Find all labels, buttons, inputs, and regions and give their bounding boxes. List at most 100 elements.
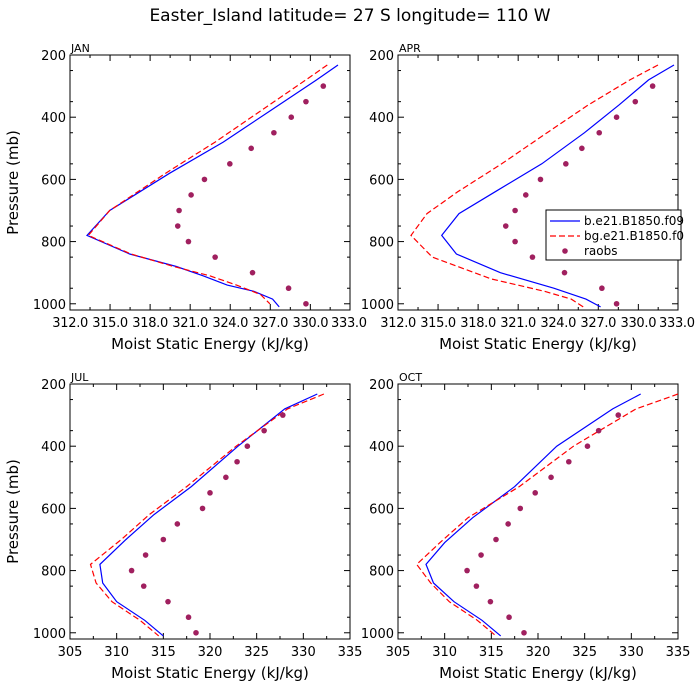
panel-label: JUL: [70, 371, 89, 384]
legend-label: b.e21.B1850.f09: [584, 214, 684, 228]
raobs-point: [223, 474, 229, 481]
raobs-point: [248, 145, 254, 152]
y-tick-label: 600: [369, 173, 394, 188]
x-tick-label: 330.0: [620, 316, 656, 331]
series-layer: [415, 393, 678, 637]
raobs-point: [487, 598, 494, 605]
plot-frame: [69, 54, 351, 311]
x-axis-label: Moist Static Energy (kJ/kg): [111, 335, 309, 353]
chart-panel-oct: OCT 200 400 600 800 1000 305 310 315 320 325 330 335…: [361, 371, 691, 682]
raobs-point: [227, 161, 233, 167]
x-tick-label: 310: [432, 645, 457, 660]
raobs-point: [285, 285, 292, 292]
raobs-point: [613, 114, 620, 120]
x-tick-label: 315: [479, 645, 504, 660]
x-axis-label: Moist Static Energy (kJ/kg): [111, 664, 309, 682]
raobs-point: [595, 427, 602, 434]
y-tick-label: 400: [369, 111, 394, 126]
x-tick-label: 325: [244, 645, 269, 660]
raobs-point: [280, 412, 286, 418]
raobs-point: [548, 474, 554, 481]
y-tick-label: 1000: [361, 627, 394, 642]
x-tick-label: 335: [338, 645, 363, 660]
raobs-point: [579, 145, 585, 152]
raobs-point: [234, 458, 240, 465]
x-tick-label: 333.0: [331, 316, 367, 331]
y-tick-label: 200: [41, 49, 66, 64]
raobs-point: [176, 207, 182, 214]
legend-symbol-raobs: [562, 248, 568, 254]
x-tick-label: 315: [151, 645, 176, 660]
x-tick-label: 330.0: [292, 316, 328, 331]
x-tick-label: 315.0: [420, 316, 456, 331]
raobs-point: [561, 269, 568, 276]
y-tick-label: 600: [369, 502, 394, 517]
raobs-point: [613, 300, 620, 307]
x-axis-label: Moist Static Energy (kJ/kg): [439, 335, 637, 353]
raobs-point: [649, 83, 656, 89]
raobs-point: [473, 583, 480, 589]
y-axis-label: Pressure (mb): [4, 130, 22, 235]
raobs-point: [201, 176, 208, 183]
x-tick-label: 315.0: [92, 316, 128, 331]
x-tick-label: 310: [104, 645, 129, 660]
x-tick-label: 320: [198, 645, 223, 660]
raobs-point: [199, 505, 206, 512]
raobs-point: [522, 192, 529, 198]
raobs-point: [584, 443, 591, 449]
x-tick-label: 324.0: [212, 316, 248, 331]
plot-frame: [397, 383, 679, 640]
raobs-point: [502, 223, 509, 229]
y-tick-label: 400: [369, 440, 394, 455]
y-axis-label: Pressure (mb): [4, 459, 22, 564]
raobs-point: [303, 300, 309, 307]
raobs-point: [140, 583, 147, 589]
y-tick-label: 800: [369, 565, 394, 580]
x-tick-label: 327.0: [580, 316, 616, 331]
raobs-point: [288, 114, 295, 120]
legend-label: raobs: [584, 244, 618, 258]
series-line-bg: [410, 64, 659, 308]
raobs-point: [505, 521, 511, 527]
figure-title: Easter_Island latitude= 27 S longitude= …: [149, 6, 550, 26]
x-tick-label: 321.0: [500, 316, 536, 331]
raobs-point: [188, 192, 194, 198]
y-tick-label: 800: [41, 236, 66, 251]
x-tick-label: 305: [58, 645, 83, 660]
plot-frame: [397, 54, 679, 311]
raobs-point: [160, 536, 167, 543]
chart-panel-apr: APR 200 400 600 800 1000 312.0 315.0 318.0 321.0 3…: [361, 42, 695, 353]
raobs-point: [320, 83, 327, 89]
chart-panel-jul: JUL 200 400 600 800 1000 305 310 315 320 325 330 335…: [4, 371, 362, 682]
y-tick-label: 400: [41, 440, 66, 455]
raobs-point: [212, 254, 218, 260]
raobs-point: [493, 536, 499, 543]
raobs-point: [249, 269, 256, 276]
x-tick-label: 321.0: [172, 316, 208, 331]
raobs-point: [596, 129, 603, 136]
series-line-bg: [89, 393, 325, 637]
raobs-point: [193, 629, 199, 636]
x-tick-label: 335: [666, 645, 691, 660]
raobs-point: [244, 443, 251, 449]
x-tick-label: 305: [386, 645, 411, 660]
y-tick-label: 400: [41, 111, 66, 126]
series-line-bg: [415, 393, 678, 637]
raobs-point: [615, 412, 622, 418]
raobs-point: [261, 427, 267, 434]
raobs-point: [521, 629, 527, 636]
x-tick-label: 330: [619, 645, 644, 660]
raobs-point: [128, 567, 135, 574]
series-layer: [410, 64, 675, 308]
raobs-point: [271, 129, 277, 136]
y-tick-label: 1000: [33, 627, 66, 642]
raobs-point: [303, 98, 309, 105]
legend-box: [545, 209, 682, 261]
x-tick-label: 324.0: [540, 316, 576, 331]
y-tick-label: 800: [41, 565, 66, 580]
x-tick-label: 312.0: [52, 316, 88, 331]
raobs-point: [185, 614, 192, 621]
raobs-point: [512, 238, 518, 245]
